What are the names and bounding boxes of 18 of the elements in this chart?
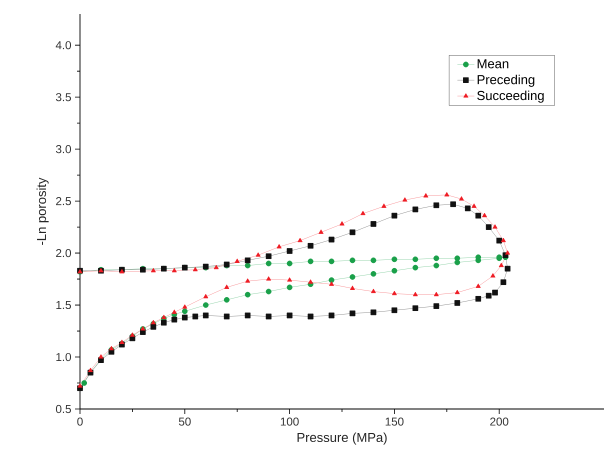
legend-label: Succeeding [477, 90, 544, 103]
legend-label: Mean [478, 59, 508, 68]
y-tick-label: 0.5 [56, 404, 71, 414]
y-tick-label: 2.0 [56, 249, 72, 258]
x-tick-label: 0 [77, 418, 83, 426]
y-axis-title: -Ln porosity [36, 178, 49, 245]
y-tick-label: 3.5 [56, 93, 71, 102]
legend-label: Preceding [478, 74, 534, 87]
x-axis-title: Pressure (MPa) [298, 432, 387, 445]
x-tick-label: 50 [178, 418, 191, 426]
x-tick-label: 150 [386, 418, 404, 426]
y-tick-label: 1.0 [56, 352, 72, 362]
y-tick-label: 4.0 [56, 41, 72, 50]
x-tick-label: 100 [280, 418, 299, 426]
y-tick-label: 3.0 [56, 145, 72, 154]
y-tick-label: 1.5 [56, 301, 71, 310]
y-tick-label: 2.5 [56, 197, 71, 206]
x-tick-label: 200 [490, 418, 508, 426]
